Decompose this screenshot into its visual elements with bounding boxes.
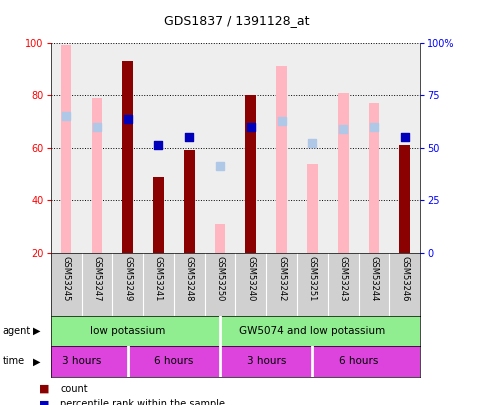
Text: GW5074 and low potassium: GW5074 and low potassium <box>239 326 385 336</box>
Bar <box>91 98 102 253</box>
Point <box>401 134 409 141</box>
Text: 6 hours: 6 hours <box>154 356 194 367</box>
Point <box>340 126 347 133</box>
Text: GSM53242: GSM53242 <box>277 256 286 302</box>
Text: ▶: ▶ <box>33 356 41 367</box>
Point <box>155 142 162 149</box>
Text: GSM53240: GSM53240 <box>246 256 256 302</box>
Text: GSM53249: GSM53249 <box>123 256 132 302</box>
Point <box>62 113 70 119</box>
Bar <box>214 224 226 253</box>
Bar <box>61 45 71 253</box>
Text: 3 hours: 3 hours <box>62 356 101 367</box>
Text: GSM53251: GSM53251 <box>308 256 317 302</box>
Point <box>278 118 285 125</box>
Bar <box>307 164 318 253</box>
Bar <box>338 93 349 253</box>
Bar <box>184 150 195 253</box>
Text: GSM53248: GSM53248 <box>185 256 194 302</box>
Text: GSM53247: GSM53247 <box>92 256 101 302</box>
Text: GSM53243: GSM53243 <box>339 256 348 302</box>
Text: GSM53241: GSM53241 <box>154 256 163 302</box>
Bar <box>245 95 256 253</box>
Text: GSM53244: GSM53244 <box>369 256 379 302</box>
Text: GSM53245: GSM53245 <box>62 256 71 302</box>
Text: 6 hours: 6 hours <box>339 356 378 367</box>
Text: 3 hours: 3 hours <box>246 356 286 367</box>
Text: ■: ■ <box>39 384 49 394</box>
Text: agent: agent <box>2 326 30 336</box>
Point <box>216 163 224 169</box>
Text: low potassium: low potassium <box>90 326 165 336</box>
Bar <box>276 66 287 253</box>
Text: time: time <box>2 356 25 367</box>
Bar <box>122 61 133 253</box>
Text: count: count <box>60 384 88 394</box>
Text: percentile rank within the sample: percentile rank within the sample <box>60 399 226 405</box>
Point <box>124 115 131 122</box>
Text: GDS1837 / 1391128_at: GDS1837 / 1391128_at <box>164 14 310 27</box>
Text: ■: ■ <box>39 399 49 405</box>
Point <box>370 124 378 130</box>
Point <box>247 124 255 130</box>
Point <box>185 134 193 141</box>
Point <box>309 139 316 146</box>
Bar <box>369 103 380 253</box>
Text: ▶: ▶ <box>33 326 41 336</box>
Bar <box>399 145 410 253</box>
Text: GSM53246: GSM53246 <box>400 256 409 302</box>
Bar <box>153 177 164 253</box>
Text: GSM53250: GSM53250 <box>215 256 225 302</box>
Point <box>93 124 101 130</box>
